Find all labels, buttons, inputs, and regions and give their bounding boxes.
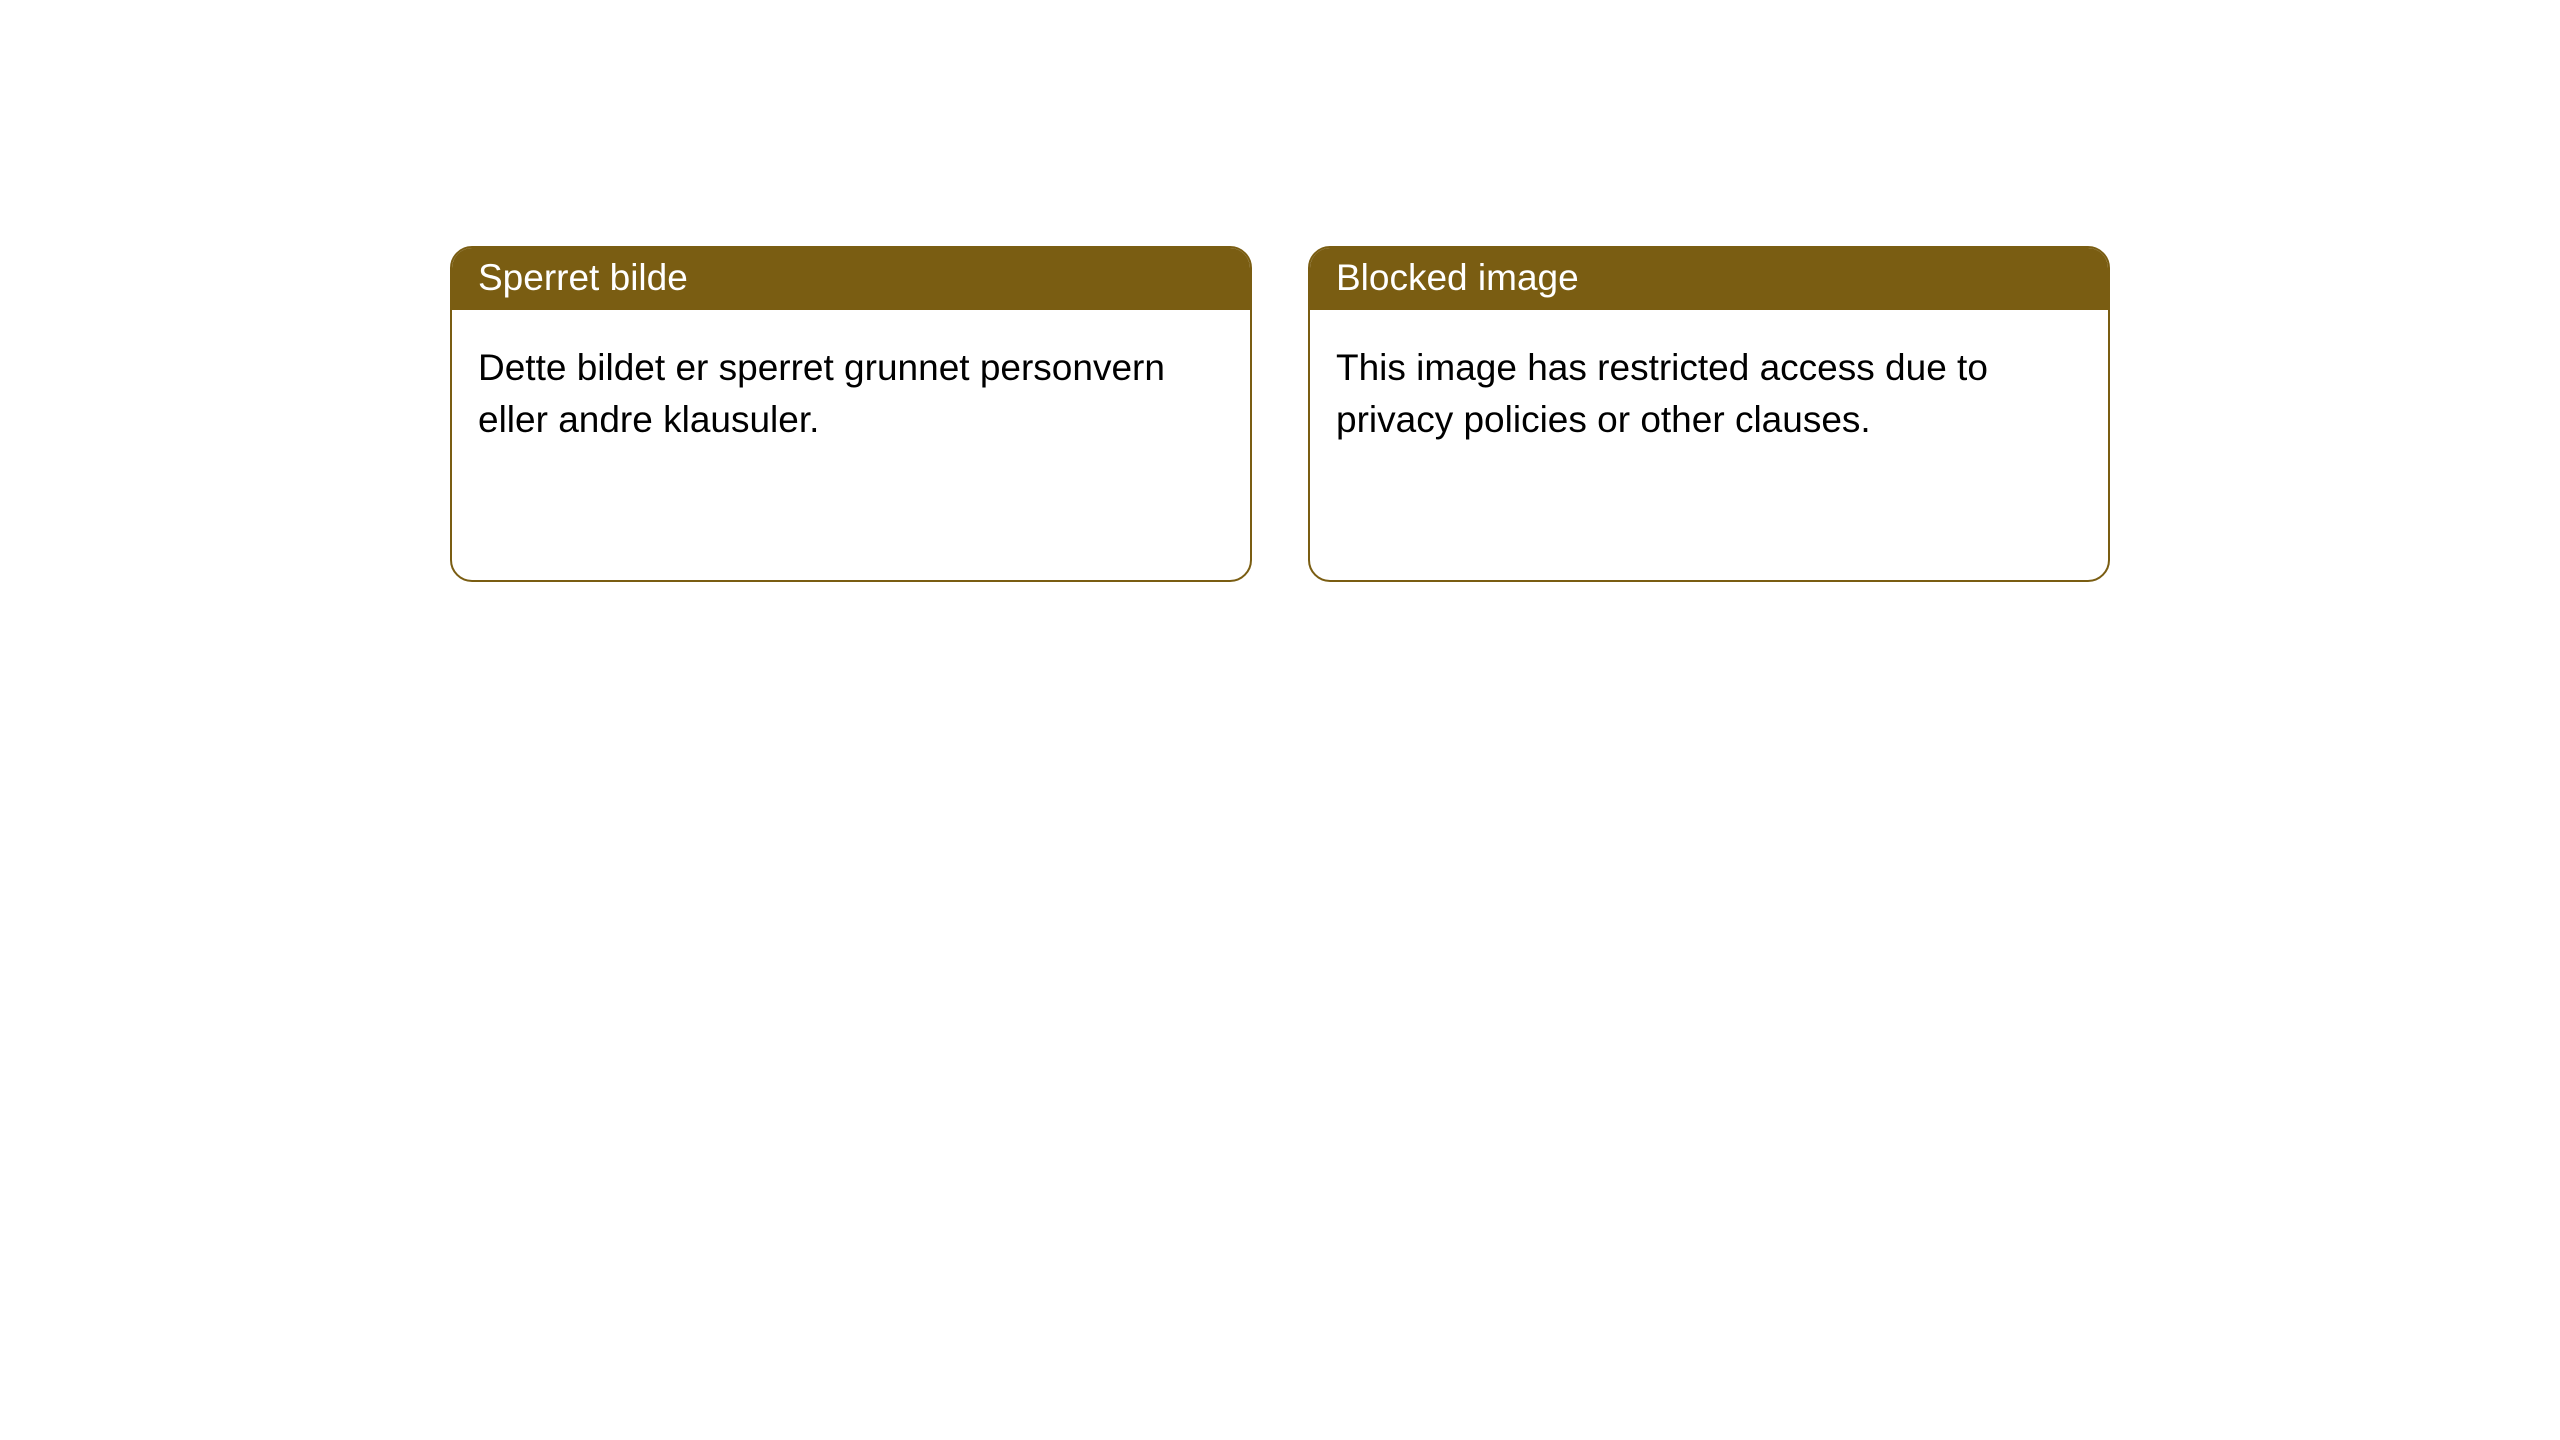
notice-card-en: Blocked image This image has restricted … — [1308, 246, 2110, 582]
notice-card-header-en: Blocked image — [1310, 248, 2108, 310]
notice-card-body-en: This image has restricted access due to … — [1310, 310, 2108, 472]
notice-card-title-no: Sperret bilde — [478, 257, 688, 298]
notice-card-body-text-no: Dette bildet er sperret grunnet personve… — [478, 347, 1165, 440]
notice-card-body-no: Dette bildet er sperret grunnet personve… — [452, 310, 1250, 472]
notice-cards-container: Sperret bilde Dette bildet er sperret gr… — [450, 246, 2110, 582]
notice-card-no: Sperret bilde Dette bildet er sperret gr… — [450, 246, 1252, 582]
notice-card-header-no: Sperret bilde — [452, 248, 1250, 310]
notice-card-title-en: Blocked image — [1336, 257, 1579, 298]
notice-card-body-text-en: This image has restricted access due to … — [1336, 347, 1988, 440]
